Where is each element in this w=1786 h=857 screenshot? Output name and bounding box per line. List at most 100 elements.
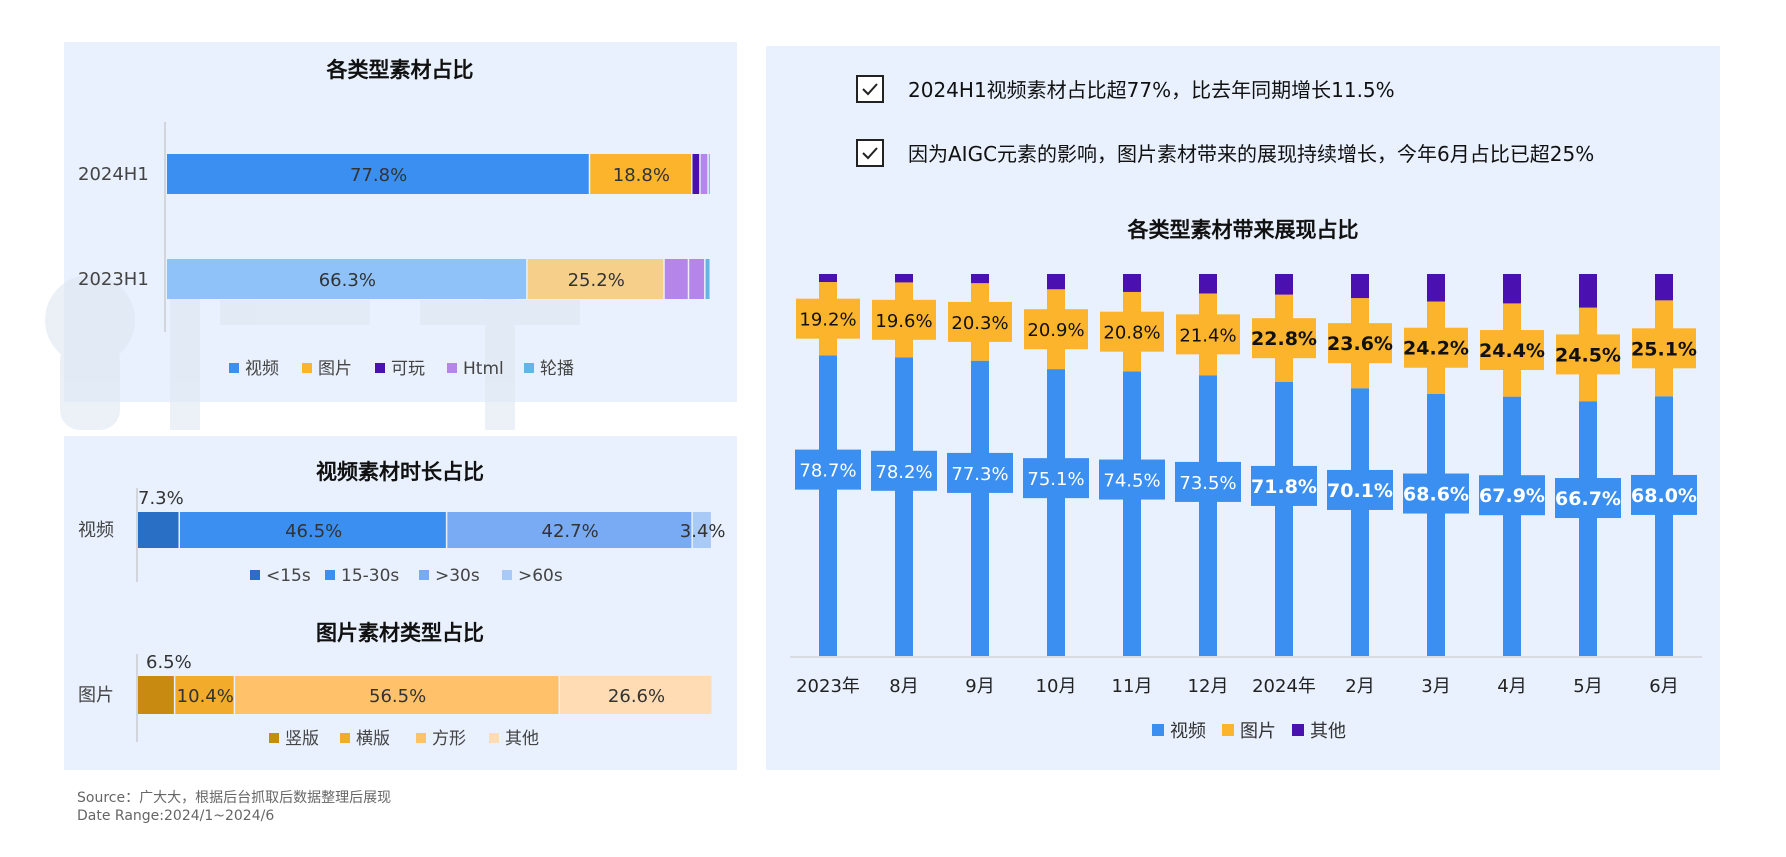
bar-segment-Html: [700, 154, 708, 194]
legend-swatch: [302, 363, 312, 373]
video-data-label: 66.7%: [1555, 488, 1621, 510]
image-label-box: [1556, 334, 1620, 375]
bar-other: [819, 274, 837, 283]
bar-segment-可玩: [664, 259, 688, 299]
source-note: Source：广大大，根据后台抓取后数据整理后展现: [77, 790, 392, 806]
chart-title: 图片素材类型占比: [316, 621, 484, 645]
legend-swatch: [250, 570, 260, 580]
bar-other: [1655, 274, 1673, 301]
video-data-label: 70.1%: [1327, 480, 1393, 502]
bar-segment-视频: [167, 259, 527, 299]
video-label-box: [1479, 475, 1545, 516]
bar-video: [895, 357, 913, 656]
x-tick-label: 10月: [1036, 676, 1077, 697]
bar-segment-横版: [175, 676, 234, 714]
bar-other: [1275, 274, 1293, 295]
image-data-label: 20.9%: [1027, 320, 1084, 341]
bar-segment-轮播: [705, 259, 710, 299]
legend-swatch: [229, 363, 239, 373]
bar-video: [819, 355, 837, 656]
legend-label: <15s: [266, 566, 311, 586]
legend-label: 15-30s: [341, 566, 399, 586]
checkbox-icon: [856, 74, 884, 103]
image-label-box: [872, 299, 936, 340]
bullet-2-text: 因为AIGC元素的影响，图片素材带来的展现持续增长，今年6月占比已超25%: [908, 142, 1595, 166]
bar-segment-图片: [590, 154, 692, 194]
legend-label: 视频: [1170, 721, 1206, 742]
bar-segment-视频: [167, 154, 589, 194]
data-label: 3.4%: [680, 521, 726, 542]
data-label: 77.8%: [350, 165, 407, 186]
bar-video: [1503, 396, 1521, 656]
legend-swatch: [447, 363, 457, 373]
video-data-label: 71.8%: [1251, 476, 1317, 498]
data-label: 46.5%: [285, 521, 342, 542]
legend-label: 其他: [1310, 721, 1346, 742]
image-data-label: 19.2%: [799, 310, 856, 331]
x-tick-label: 6月: [1649, 676, 1678, 697]
legend-swatch: [325, 570, 335, 580]
legend-label: Html: [463, 359, 504, 379]
data-label: 25.2%: [568, 270, 625, 291]
video-label-box: [1023, 458, 1089, 499]
bar-segment-Html: [689, 259, 705, 299]
bar-other: [1047, 274, 1065, 290]
bar-other: [895, 274, 913, 283]
legend-swatch: [1292, 724, 1304, 736]
legend-label: >30s: [435, 566, 480, 586]
bar-segment-轮播: [708, 154, 710, 194]
image-label-box: [1632, 328, 1696, 369]
image-label-box: [948, 301, 1012, 342]
legend-label: 横版: [356, 729, 390, 749]
legend-swatch: [375, 363, 385, 373]
image-label-box: [1252, 318, 1316, 359]
image-data-label: 23.6%: [1327, 333, 1393, 355]
video-data-label: 78.7%: [799, 461, 856, 482]
legend-swatch: [1222, 724, 1234, 736]
video-data-label: 68.0%: [1631, 485, 1697, 507]
image-label-box: [1328, 323, 1392, 364]
data-label: 66.3%: [319, 270, 376, 291]
x-tick-label: 8月: [889, 676, 918, 697]
legend-swatch: [419, 570, 429, 580]
checkbox-icon: [856, 138, 884, 167]
bar-other: [1579, 274, 1597, 308]
video-data-label: 74.5%: [1103, 471, 1160, 492]
x-tick-label: 5月: [1573, 676, 1602, 697]
data-label: 10.4%: [177, 686, 234, 707]
bar-video: [1275, 381, 1293, 656]
bar-video: [1199, 375, 1217, 656]
x-tick-label: 3月: [1421, 676, 1450, 697]
chart-title: 各类型素材占比: [326, 58, 474, 82]
x-tick-label: 4月: [1497, 676, 1526, 697]
bar-other: [1503, 274, 1521, 304]
bar-video: [971, 360, 989, 656]
data-label: 7.3%: [138, 488, 184, 509]
material-type-chart: 各类型素材占比 2024H1 77.8% 18.8% 2023H1 66.3% 25.2% 视…: [78, 58, 710, 379]
image-data-label: 25.1%: [1631, 338, 1697, 360]
bar-segment-图片: [527, 259, 664, 299]
x-tick-label: 2024年: [1252, 676, 1316, 697]
bar-video: [1655, 396, 1673, 656]
watermark-logo: [45, 260, 580, 430]
legend-label: 方形: [432, 729, 466, 749]
video-label-box: [947, 452, 1013, 493]
image-label-box: [1024, 309, 1088, 350]
image-data-label: 20.3%: [951, 313, 1008, 334]
bar-segment-方形: [235, 676, 559, 714]
bar-video: [1427, 393, 1445, 656]
bullet-1: 2024H1视频素材占比超77%，比去年同期增长11.5%: [856, 74, 1395, 103]
legend-label: 其他: [505, 729, 539, 749]
video-data-label: 67.9%: [1479, 485, 1545, 507]
legend-swatch: [524, 363, 534, 373]
legend-label: 竖版: [285, 729, 319, 749]
category-label: 视频: [78, 520, 114, 541]
video-label-box: [1631, 474, 1697, 515]
date-range-note: Date Range:2024/1~2024/6: [77, 808, 275, 824]
legend-swatch: [1152, 724, 1164, 736]
video-label-box: [871, 450, 937, 491]
bar-video: [1123, 371, 1141, 656]
bar-other: [1427, 274, 1445, 302]
image-data-label: 22.8%: [1251, 328, 1317, 350]
